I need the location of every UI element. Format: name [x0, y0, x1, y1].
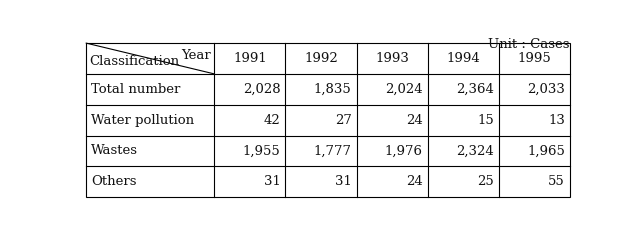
- Text: 1,955: 1,955: [243, 144, 280, 157]
- Text: 1,976: 1,976: [385, 144, 422, 157]
- Text: 15: 15: [477, 114, 493, 127]
- Text: Others: Others: [91, 175, 137, 188]
- Text: 2,024: 2,024: [385, 83, 422, 96]
- Text: Year: Year: [181, 49, 211, 62]
- Text: 1992: 1992: [304, 52, 338, 65]
- Text: 1994: 1994: [446, 52, 480, 65]
- Text: Water pollution: Water pollution: [91, 114, 195, 127]
- Text: 13: 13: [548, 114, 565, 127]
- Text: 2,033: 2,033: [527, 83, 565, 96]
- Bar: [86, 43, 570, 197]
- Text: 1995: 1995: [517, 52, 551, 65]
- Text: Total number: Total number: [91, 83, 180, 96]
- Text: 27: 27: [335, 114, 351, 127]
- Text: Unit : Cases: Unit : Cases: [488, 38, 570, 51]
- Text: 2,324: 2,324: [456, 144, 493, 157]
- Text: 31: 31: [264, 175, 280, 188]
- Text: 1991: 1991: [233, 52, 267, 65]
- Text: 1,835: 1,835: [314, 83, 351, 96]
- Text: 2,028: 2,028: [243, 83, 280, 96]
- Text: 55: 55: [548, 175, 565, 188]
- Text: 31: 31: [335, 175, 351, 188]
- Text: 25: 25: [477, 175, 493, 188]
- Text: 2,364: 2,364: [456, 83, 493, 96]
- Text: Wastes: Wastes: [91, 144, 138, 157]
- Text: 42: 42: [264, 114, 280, 127]
- Text: Classification: Classification: [90, 55, 180, 68]
- Text: 24: 24: [406, 175, 422, 188]
- Text: 1,777: 1,777: [314, 144, 351, 157]
- Text: 1993: 1993: [375, 52, 409, 65]
- Text: 1,965: 1,965: [527, 144, 565, 157]
- Text: 24: 24: [406, 114, 422, 127]
